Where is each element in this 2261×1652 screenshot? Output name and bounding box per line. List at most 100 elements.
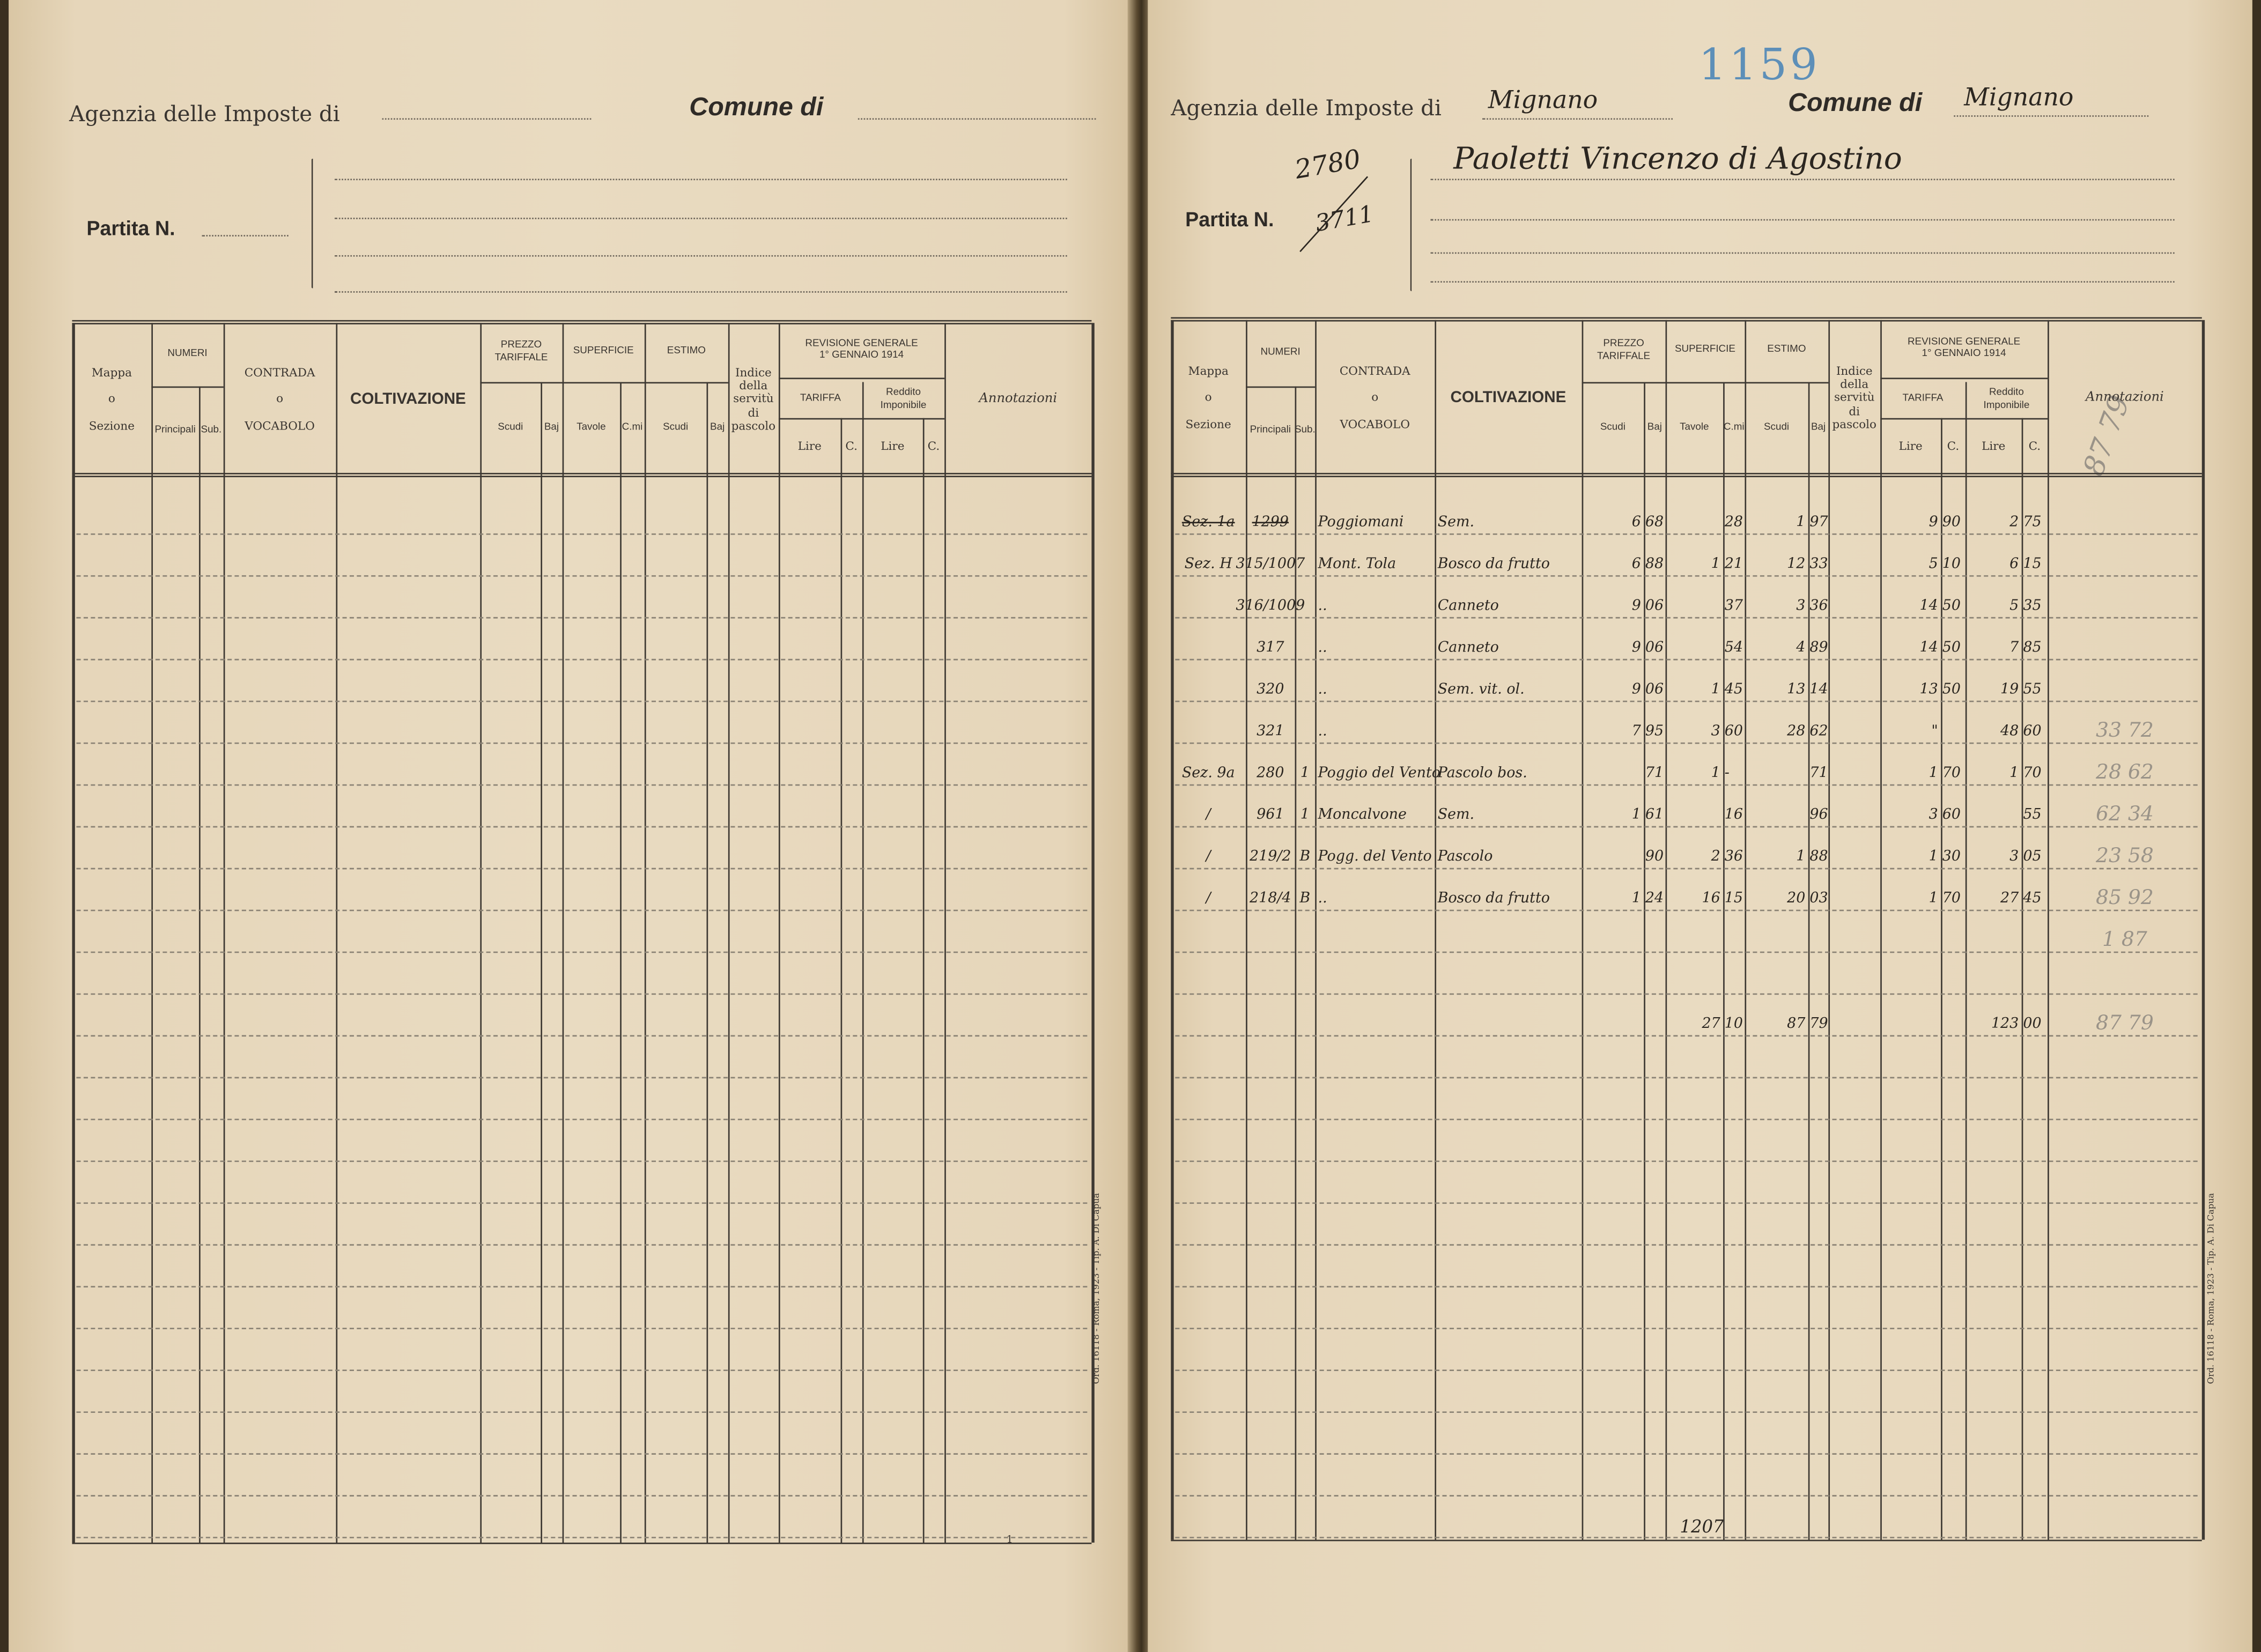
left-row-rule (76, 742, 1088, 744)
cell-estimo-scudi: 1 (1796, 849, 1806, 865)
cell-reddito-c: 45 (2023, 891, 2042, 907)
cell-sub: 1 (1300, 765, 1310, 782)
left-row-rule (76, 868, 1088, 870)
right-column-rule (2201, 320, 2205, 1540)
cell-reddito-lire: 7 (2009, 640, 2019, 656)
right-column-rule (1665, 320, 1667, 1540)
archive-number: 1159 (1698, 40, 1821, 91)
right-row-rule (1175, 1328, 2198, 1330)
right-column-rule (1808, 382, 1810, 1540)
cell-superficie-tavole: 1 (1711, 681, 1720, 698)
left-column-rule (620, 382, 622, 1543)
cell-coltivazione: Bosco da frutto (1437, 891, 1550, 907)
cell-reddito-lire: 3 (2009, 849, 2019, 865)
left-header-reddito-lire: Lire (881, 440, 905, 454)
left-table-bottom-border (72, 1542, 1092, 1544)
right-page (1148, 0, 2252, 1652)
right-header-tariffa: TARIFFA (1902, 394, 1944, 405)
right-row-rule (1175, 1035, 2198, 1037)
left-row-rule (76, 1244, 1088, 1246)
cell-coltivazione: Sem. vit. ol. (1437, 681, 1525, 698)
cell-superficie-cmi: 54 (1724, 640, 1743, 656)
cell-coltivazione: Canneto (1437, 640, 1499, 656)
left-header-tariffa-c: C. (845, 440, 858, 454)
right-header-tariffa-c: C. (1947, 440, 1960, 454)
cell-coltivazione: Sem. (1437, 807, 1475, 824)
cell-superficie-cmi: 45 (1724, 681, 1743, 698)
right-column-rule (1295, 386, 1297, 1540)
cell-prezzo-baj: 71 (1645, 765, 1664, 782)
cell-reddito-lire: 1 (2009, 765, 2019, 782)
cell-contrada: Pogg. del Vento (1318, 849, 1432, 865)
left-header-tariffa-lire: Lire (797, 440, 822, 454)
cell-prezzo-scudi: 6 (1631, 514, 1641, 531)
cell-principali: 961 (1257, 807, 1284, 824)
cell-prezzo-scudi: 9 (1631, 598, 1641, 614)
right-header-reddito-lire: Lire (1982, 440, 2006, 454)
cell-tariffa-lire: 1 (1928, 849, 1938, 865)
left-row-rule (76, 1453, 1088, 1455)
cell-coltivazione: Canneto (1437, 598, 1499, 614)
cell-prezzo-baj: 24 (1645, 891, 1664, 907)
right-header-sub: Sub. (1294, 425, 1316, 435)
cell-tariffa-c: 50 (1942, 681, 1961, 698)
right-column-rule (1435, 320, 1437, 1540)
cell-tariffa-lire: 13 (1919, 681, 1938, 698)
right-header-prezzo-baj: Baj (1647, 423, 1662, 433)
right-brace (1410, 158, 1412, 292)
cell-reddito-c: 05 (2023, 849, 2042, 865)
cell-superficie-tavole: 1 (1711, 765, 1720, 782)
right-intestazione-line (1430, 252, 2175, 254)
right-column-rule (1315, 320, 1317, 1540)
cell-prezzo-baj: 88 (1645, 556, 1664, 573)
cell-annotazione: 1 87 (2102, 928, 2147, 952)
left-header-contrada: CONTRADA o VOCABOLO (244, 366, 315, 433)
right-row-rule (1175, 784, 2198, 786)
right-row-rule (1175, 1077, 2198, 1079)
cell-reddito-c: 75 (2023, 514, 2042, 531)
left-row-rule (76, 951, 1088, 953)
right-row-rule (1175, 1118, 2198, 1121)
cell-annotazione: 87 79 (2096, 1012, 2154, 1035)
left-revisione-rule (778, 377, 945, 380)
right-row-rule (1175, 617, 2198, 619)
left-column-rule (728, 323, 730, 1543)
left-row-rule (76, 1035, 1088, 1037)
right-row-rule (1175, 1411, 2198, 1413)
cell-contrada: .. (1318, 891, 1327, 907)
cell-prezzo-scudi: 9 (1631, 681, 1641, 698)
cell-contrada: Poggio del Vento (1318, 765, 1440, 782)
left-header-estimo: ESTIMO (667, 346, 706, 357)
right-table-top-border (1171, 317, 2202, 322)
cell-estimo-scudi: 1 (1796, 514, 1806, 531)
left-row-rule (76, 1537, 1088, 1538)
cell-superficie-tavole: 2 (1711, 849, 1720, 865)
right-intestazione-line (1430, 179, 2175, 181)
left-row-rule (76, 1286, 1088, 1288)
left-header-indice: Indice della servitù di pascolo (731, 366, 776, 433)
right-agenzia-value: Mignano (1488, 86, 1598, 116)
cell-tariffa-c: 60 (1942, 807, 1961, 824)
cell-tariffa-c: 90 (1942, 514, 1961, 531)
cell-contrada: Moncalvone (1318, 807, 1407, 824)
left-row-rule (76, 533, 1088, 535)
cell-estimo-scudi: 3 (1796, 598, 1806, 614)
cell-tariffa-c: 70 (1942, 765, 1961, 782)
right-row-rule (1175, 1453, 2198, 1455)
cell-prezzo-scudi: 9 (1631, 640, 1641, 656)
left-column-rule (336, 323, 338, 1543)
cell-reddito-lire: 6 (2009, 556, 2019, 573)
cell-mappa: Sez. H (1184, 556, 1232, 573)
cell-superficie-cmi: 21 (1724, 556, 1743, 573)
right-row-rule (1175, 826, 2198, 828)
cell-contrada: Poggiomani (1318, 514, 1404, 531)
cell-mappa: / (1206, 807, 1211, 824)
cell-tariffa-c: 50 (1942, 598, 1961, 614)
right-comune-label: Comune di (1788, 88, 1923, 117)
left-column-rule (862, 382, 864, 1543)
cell-reddito-lire: 123 (1991, 1016, 2019, 1033)
left-header-sub: Sub. (201, 425, 222, 435)
right-column-rule (1723, 382, 1725, 1540)
cell-superficie-cmi: 37 (1724, 598, 1743, 614)
left-header-mappa: Mappa o Sezione (88, 366, 135, 433)
